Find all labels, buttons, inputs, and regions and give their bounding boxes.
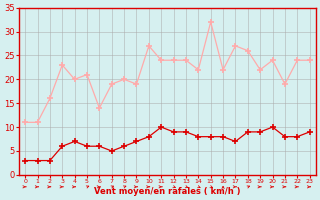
X-axis label: Vent moyen/en rafales ( km/h ): Vent moyen/en rafales ( km/h ) bbox=[94, 187, 241, 196]
